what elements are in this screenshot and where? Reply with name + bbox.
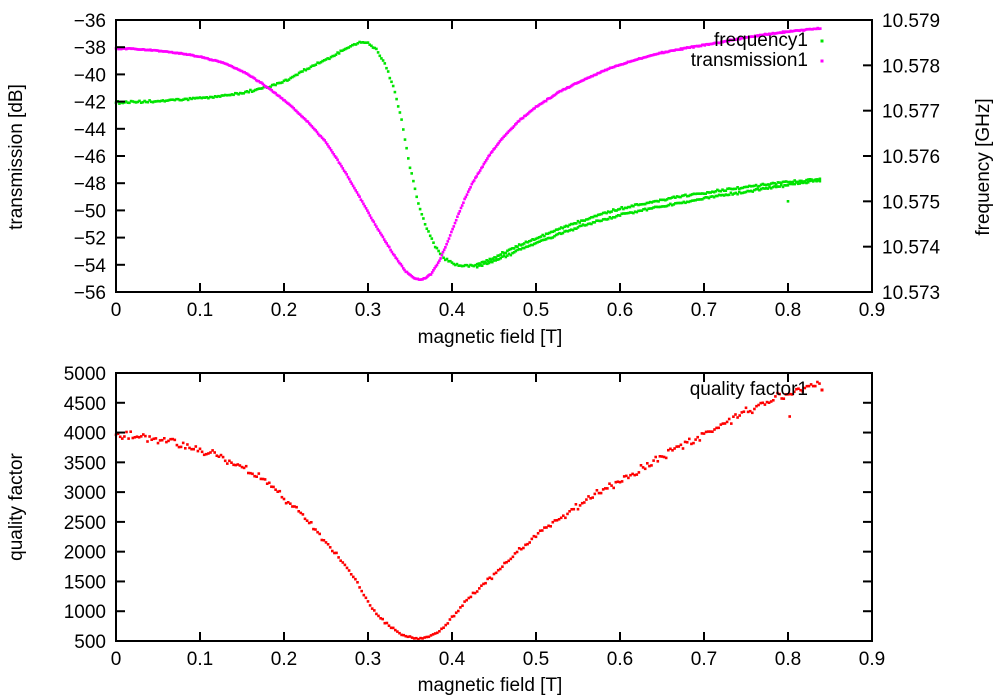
svg-text:4000: 4000 (64, 424, 106, 445)
svg-text:0.7: 0.7 (691, 300, 717, 321)
svg-text:−50: −50 (74, 201, 106, 222)
top-right-axis-title: frequency [GHz] (973, 98, 994, 236)
svg-text:0.3: 0.3 (355, 300, 381, 321)
svg-text:3500: 3500 (64, 453, 106, 474)
svg-text:−52: −52 (74, 229, 106, 250)
svg-text:0.1: 0.1 (187, 649, 213, 670)
svg-text:−46: −46 (74, 147, 106, 168)
top-x-axis-title: magnetic field [T] (417, 327, 563, 348)
axes-frame (115, 372, 873, 642)
svg-text:0: 0 (111, 649, 122, 670)
svg-text:0.6: 0.6 (607, 649, 633, 670)
svg-text:0.9: 0.9 (859, 649, 885, 670)
svg-text:10.578: 10.578 (882, 56, 940, 77)
svg-text:0.5: 0.5 (523, 649, 549, 670)
svg-text:0.9: 0.9 (859, 300, 885, 321)
svg-text:2500: 2500 (64, 513, 106, 534)
svg-text:3000: 3000 (64, 483, 106, 504)
top-chart: 0 0.1 0.2 0.3 0.4 0.5 0.6 0.7 0.8 0.9 −36 −38 −40 −42… (74, 11, 941, 321)
tick-labels: 0 0.1 0.2 0.3 0.4 0.5 0.6 0.7 0.8 0.9 500 1000 1500 2… (64, 364, 885, 670)
svg-text:10.576: 10.576 (882, 147, 940, 168)
svg-text:10.575: 10.575 (882, 192, 940, 213)
svg-text:0.2: 0.2 (271, 649, 297, 670)
svg-text:2000: 2000 (64, 543, 106, 564)
svg-text:1500: 1500 (64, 572, 106, 593)
legend-marker-quality-factor1 (820, 388, 824, 392)
svg-text:−42: −42 (74, 93, 106, 114)
svg-text:−56: −56 (74, 283, 106, 304)
svg-text:500: 500 (74, 632, 106, 653)
tick-labels: 0 0.1 0.2 0.3 0.4 0.5 0.6 0.7 0.8 0.9 −36 −38 −40 −42… (74, 11, 941, 321)
legend-marker-transmission1 (820, 59, 824, 63)
svg-text:−54: −54 (74, 256, 107, 277)
legend-label-frequency1: frequency1 (713, 30, 808, 51)
series-transmission1 (114, 26, 822, 281)
svg-text:1000: 1000 (64, 602, 106, 623)
svg-text:0.1: 0.1 (187, 300, 213, 321)
series-quality-factor1 (114, 380, 821, 641)
svg-text:10.579: 10.579 (882, 11, 940, 32)
svg-text:0.8: 0.8 (775, 300, 801, 321)
svg-text:0.3: 0.3 (355, 649, 381, 670)
svg-text:10.573: 10.573 (882, 283, 940, 304)
bottom-left-axis-title: quality factor (6, 453, 27, 561)
svg-text:−40: −40 (74, 65, 106, 86)
series-frequency1 (114, 40, 822, 269)
bottom-x-axis-title: magnetic field [T] (417, 675, 563, 696)
svg-text:0.7: 0.7 (691, 649, 717, 670)
svg-text:0.2: 0.2 (271, 300, 297, 321)
svg-text:−44: −44 (74, 120, 107, 141)
svg-text:−48: −48 (74, 174, 106, 195)
svg-text:0.8: 0.8 (775, 649, 801, 670)
top-left-axis-title: transmission [dB] (6, 84, 27, 230)
svg-text:0.6: 0.6 (607, 300, 633, 321)
svg-text:−36: −36 (74, 11, 106, 32)
svg-text:4500: 4500 (64, 394, 106, 415)
svg-text:10.574: 10.574 (882, 238, 941, 259)
svg-text:5000: 5000 (64, 364, 106, 385)
legend-label-transmission1: transmission1 (690, 50, 808, 71)
bottom-chart: 0 0.1 0.2 0.3 0.4 0.5 0.6 0.7 0.8 0.9 500 1000 1500 2… (64, 364, 885, 670)
svg-text:10.577: 10.577 (882, 102, 940, 123)
svg-text:0.5: 0.5 (523, 300, 549, 321)
legend-marker-frequency1 (820, 39, 824, 43)
svg-text:−38: −38 (74, 38, 106, 59)
svg-text:0.4: 0.4 (439, 649, 466, 670)
legend-label-quality-factor1: quality factor1 (689, 379, 808, 400)
axes-frame (115, 19, 873, 293)
svg-text:0.4: 0.4 (439, 300, 466, 321)
svg-text:0: 0 (111, 300, 122, 321)
